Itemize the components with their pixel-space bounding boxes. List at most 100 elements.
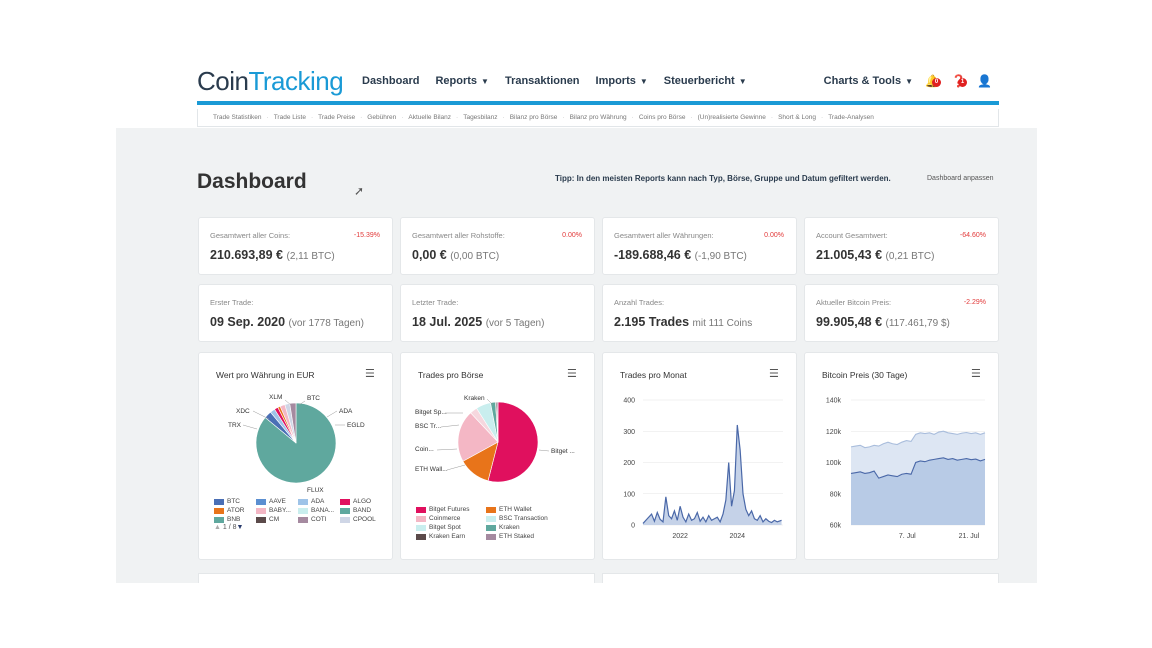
legend-item[interactable]: Coinmerce bbox=[416, 515, 486, 522]
legend-item[interactable]: BABY... bbox=[256, 507, 298, 514]
hamburger-menu-icon[interactable]: ☰ bbox=[769, 368, 779, 380]
subnav-item[interactable]: Trade-Analysen bbox=[828, 114, 874, 121]
legend-item[interactable]: Bitget Futures bbox=[416, 506, 486, 513]
separator: · bbox=[502, 114, 505, 121]
pie-label-line bbox=[538, 449, 550, 452]
cointracking-logo[interactable]: CoinTracking bbox=[197, 66, 344, 96]
nav-reports[interactable]: Reports ▼ bbox=[435, 75, 489, 87]
stat-value: 2.195 Trades mit 111 Coins bbox=[614, 315, 753, 329]
legend-swatch bbox=[256, 507, 266, 514]
legend-item[interactable]: CPOOL bbox=[340, 516, 380, 523]
pie-slice-bitget-futures[interactable] bbox=[487, 401, 539, 483]
subnav-item[interactable]: Trade Preise bbox=[318, 114, 356, 121]
hamburger-menu-icon[interactable]: ☰ bbox=[365, 368, 375, 380]
legend-swatch bbox=[214, 516, 224, 523]
subnav-item[interactable]: Coins pro Börse bbox=[638, 114, 686, 121]
stat-subvalue: (0,21 BTC) bbox=[885, 251, 935, 262]
legend: Bitget Futures ETH Wallet Coinmerce BSC Tra… bbox=[416, 506, 566, 540]
subnav-item[interactable]: Aktuelle Bilanz bbox=[408, 114, 452, 121]
legend-item[interactable]: BSC Transaction bbox=[486, 515, 566, 522]
separator: · bbox=[401, 114, 404, 121]
subnav-item[interactable]: Gebühren bbox=[367, 114, 397, 121]
hamburger-menu-icon[interactable]: ☰ bbox=[971, 368, 981, 380]
x-tick-label: 2022 bbox=[672, 533, 688, 540]
nav-steuerbericht[interactable]: Steuerbericht ▼ bbox=[663, 75, 747, 87]
subnav-item[interactable]: Tagesbilanz bbox=[463, 114, 498, 121]
panel-value-per-currency: Wert pro Währung in EUR ☰ BTC ADA EGLD FLUX… bbox=[198, 352, 393, 560]
pie-label: EGLD bbox=[347, 422, 365, 429]
y-tick-label: 100k bbox=[826, 460, 842, 467]
pie-chart-exchange: Kraken Bitget Sp... BSC Tr... Coin... ETH Wa… bbox=[415, 395, 575, 483]
stat-card: Gesamtwert aller Währungen: 0.00% -189.688… bbox=[602, 217, 797, 275]
separator: · bbox=[631, 114, 634, 121]
y-tick-label: 100 bbox=[623, 491, 635, 498]
stat-value: 0,00 € (0,00 BTC) bbox=[412, 248, 500, 262]
legend-item[interactable]: AAVE bbox=[256, 498, 298, 505]
pie-slice-xlm[interactable] bbox=[289, 402, 297, 444]
pager-down-icon[interactable]: ▼ bbox=[236, 524, 244, 531]
legend-item[interactable]: ETH Wallet bbox=[486, 506, 566, 513]
legend-item[interactable]: Kraken Earn bbox=[416, 533, 486, 540]
legend-item[interactable]: Kraken bbox=[486, 524, 566, 531]
stat-subvalue: (0,00 BTC) bbox=[450, 251, 500, 262]
pie-label: Bitget Sp... bbox=[415, 409, 447, 416]
help-icon[interactable]: ❓1 bbox=[951, 75, 967, 87]
mouse-cursor-icon: ➚ bbox=[354, 184, 365, 198]
legend-item[interactable]: BTC bbox=[214, 498, 256, 505]
area-chart-trades: 0 100 200 300 400 2022 2024 bbox=[623, 398, 783, 540]
x-tick-label: 2024 bbox=[729, 533, 745, 540]
stat-label: Gesamtwert aller Währungen: bbox=[614, 231, 714, 240]
nav-transaktionen[interactable]: Transaktionen bbox=[504, 75, 580, 87]
legend-item[interactable]: COTI bbox=[298, 516, 340, 523]
notification-badge: 0 bbox=[932, 78, 941, 87]
legend-item[interactable]: BNB bbox=[214, 516, 256, 523]
nav-dashboard[interactable]: Dashboard bbox=[362, 75, 420, 87]
stat-label: Erster Trade: bbox=[210, 298, 254, 307]
hamburger-menu-icon[interactable]: ☰ bbox=[567, 368, 577, 380]
subnav-item[interactable]: Short & Long bbox=[778, 114, 817, 121]
pie-label-line bbox=[298, 400, 306, 406]
legend-swatch bbox=[486, 506, 496, 513]
stat-card: Account Gesamtwert: -64.60% 21.005,43 € (0… bbox=[804, 217, 999, 275]
subnav-item[interactable]: Trade Liste bbox=[273, 114, 306, 121]
legend-item[interactable]: ETH Staked bbox=[486, 533, 566, 540]
legend-pager[interactable]: ▲ 1 / 8▼ bbox=[214, 524, 244, 531]
subnav-item[interactable]: Bilanz pro Währung bbox=[569, 114, 627, 121]
legend-swatch bbox=[486, 533, 496, 540]
nav-charts-tools[interactable]: Charts & Tools ▼ bbox=[823, 75, 913, 87]
x-tick-label: 7. Jul bbox=[899, 533, 916, 540]
panel-title: Trades pro Monat bbox=[620, 370, 687, 380]
caret-down-icon: ▼ bbox=[639, 77, 648, 86]
pager-up-icon[interactable]: ▲ bbox=[214, 524, 221, 531]
stat-subvalue: (vor 1778 Tagen) bbox=[288, 318, 364, 329]
pie-slice-coinmerce[interactable] bbox=[457, 412, 499, 462]
nav-imports[interactable]: Imports ▼ bbox=[595, 75, 648, 87]
pie-label: BTC bbox=[307, 395, 320, 402]
legend-item[interactable]: ALGO bbox=[340, 498, 380, 505]
customize-dashboard-link[interactable]: Dashboard anpassen bbox=[927, 175, 994, 182]
stat-card: Gesamtwert aller Coins: -15.39% 210.693,89… bbox=[198, 217, 393, 275]
bell-icon[interactable]: 🔔0 bbox=[925, 75, 941, 87]
legend-item[interactable]: ADA bbox=[298, 498, 340, 505]
subnav-item[interactable]: Trade Statistiken bbox=[213, 114, 262, 121]
pie-label: ADA bbox=[339, 408, 353, 415]
y-tick-label: 120k bbox=[826, 429, 842, 436]
y-tick-label: 60k bbox=[830, 523, 842, 530]
subnav-item[interactable]: Bilanz pro Börse bbox=[509, 114, 558, 121]
stat-card: Gesamtwert aller Rohstoffe: 0.00% 0,00 € (… bbox=[400, 217, 595, 275]
legend-item[interactable]: CM bbox=[256, 516, 298, 523]
legend-swatch bbox=[298, 498, 308, 505]
legend-item[interactable]: BAND bbox=[340, 507, 380, 514]
legend-item[interactable]: BANA... bbox=[298, 507, 340, 514]
user-icon[interactable]: 👤 bbox=[977, 74, 992, 88]
stat-label: Aktueller Bitcoin Preis: bbox=[816, 298, 892, 307]
stat-change: -15.39% bbox=[353, 232, 380, 239]
legend-item[interactable]: ATOR bbox=[214, 507, 256, 514]
subnav-item[interactable]: (Un)realisierte Gewinne bbox=[697, 114, 766, 121]
legend-swatch bbox=[214, 498, 224, 505]
pie-label: TRX bbox=[228, 422, 242, 429]
pie-slice-eth-staked[interactable] bbox=[496, 401, 499, 443]
y-tick-label: 140k bbox=[826, 398, 842, 405]
stat-change: 0.00% bbox=[764, 232, 784, 239]
legend-item[interactable]: Bitget Spot bbox=[416, 524, 486, 531]
